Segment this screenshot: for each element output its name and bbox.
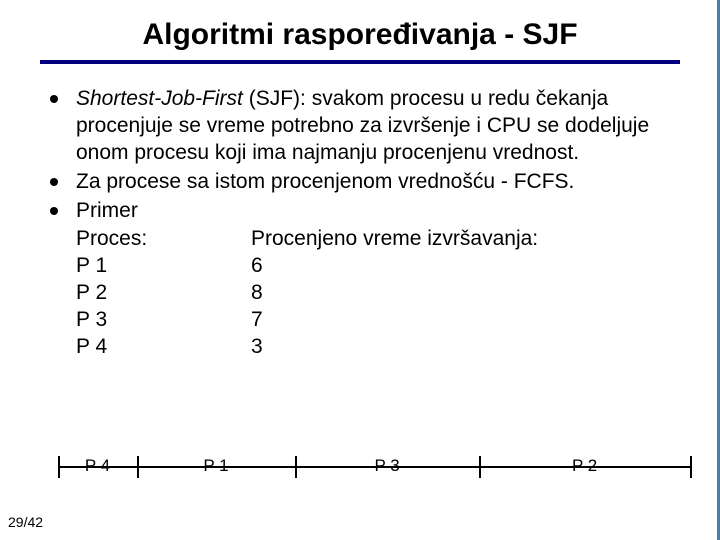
cell-process: P 2 <box>76 280 251 307</box>
table-header: Proces: Procenjeno vreme izvršavanja: <box>50 226 670 253</box>
bullet-icon <box>50 178 58 186</box>
col-header-time: Procenjeno vreme izvršavanja: <box>251 226 538 253</box>
bullet-icon <box>50 95 58 103</box>
title-underline <box>40 60 680 64</box>
bullet-item: Shortest-Job-First (SJF): svakom procesu… <box>50 86 670 167</box>
timeline-segment-label: P 4 <box>85 456 110 476</box>
timeline-segment-label: P 2 <box>572 456 597 476</box>
slide: Algoritmi raspoređivanja - SJF Shortest-… <box>0 0 720 540</box>
page-number: 29/42 <box>8 514 43 530</box>
cell-value: 8 <box>251 280 263 307</box>
timeline-tick <box>690 456 692 478</box>
cell-process: P 4 <box>76 334 251 361</box>
bullet-item: Primer <box>50 198 670 225</box>
timeline-tick <box>479 456 481 478</box>
timeline-tick <box>295 456 297 478</box>
table-row: P 2 8 <box>50 280 670 307</box>
timeline-segment-label: P 3 <box>375 456 400 476</box>
italic-term: Shortest-Job-First <box>76 87 243 110</box>
table-row: P 3 7 <box>50 307 670 334</box>
cell-process: P 1 <box>76 253 251 280</box>
content-area: Shortest-Job-First (SJF): svakom procesu… <box>40 86 680 361</box>
bullet-text: Shortest-Job-First (SJF): svakom procesu… <box>76 86 670 167</box>
bullet-text: Za procese sa istom procenjenom vrednošć… <box>76 169 574 196</box>
timeline-tick <box>137 456 139 478</box>
timeline-segment-label: P 1 <box>203 456 228 476</box>
bullet-item: Za procese sa istom procenjenom vrednošć… <box>50 169 670 196</box>
gantt-timeline: P 4 P 1 P 3 P 2 <box>58 452 690 482</box>
timeline-tick <box>58 456 60 478</box>
cell-process: P 3 <box>76 307 251 334</box>
cell-value: 3 <box>251 334 263 361</box>
cell-value: 6 <box>251 253 263 280</box>
slide-title: Algoritmi raspoređivanja - SJF <box>40 18 680 52</box>
cell-value: 7 <box>251 307 263 334</box>
bullet-icon <box>50 207 58 215</box>
bullet-text: Primer <box>76 198 138 225</box>
table-row: P 4 3 <box>50 334 670 361</box>
table-row: P 1 6 <box>50 253 670 280</box>
col-header-process: Proces: <box>76 226 251 253</box>
